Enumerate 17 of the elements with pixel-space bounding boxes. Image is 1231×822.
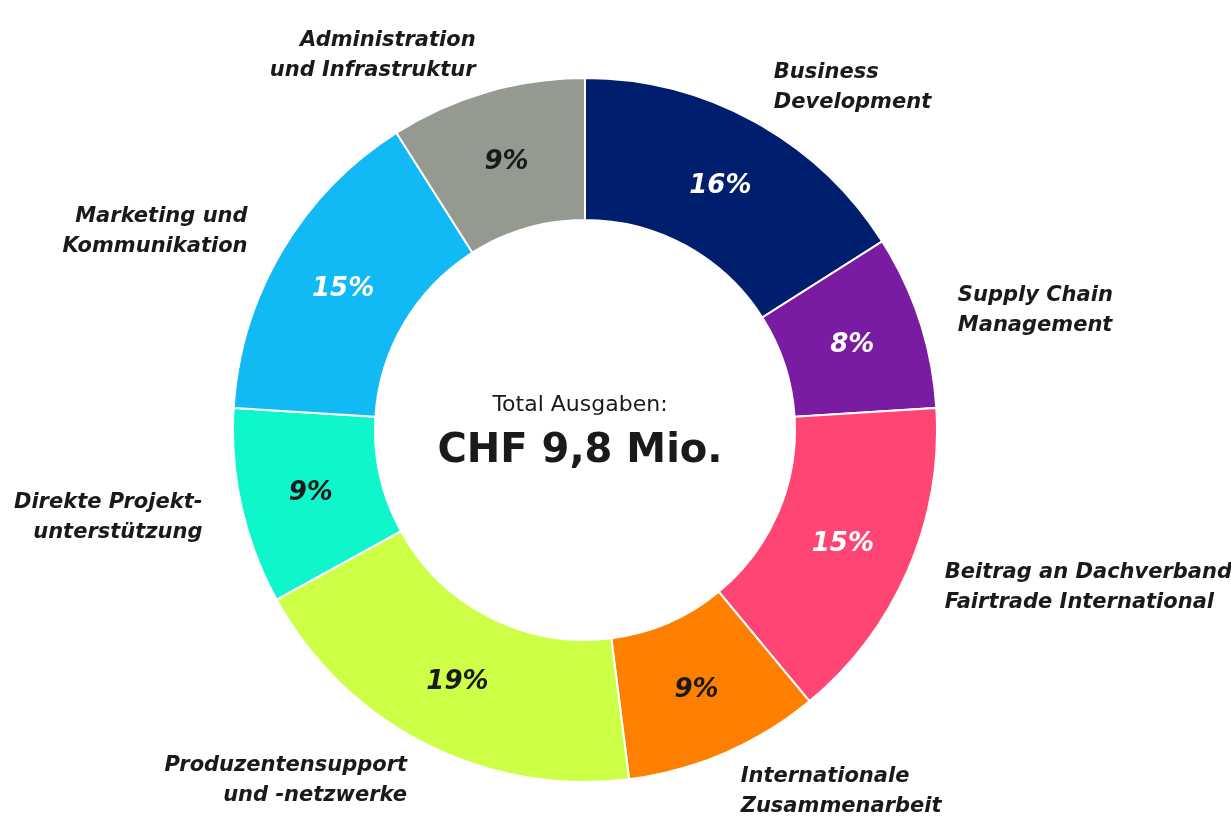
slice-label: Internationale Zusammenarbeit: [739, 762, 943, 817]
text: Total Ausgaben:: [491, 390, 668, 416]
slice-label: Administration und Infrastruktur: [269, 26, 478, 81]
data-label: 15%: [312, 271, 375, 302]
data-label: 19%: [426, 665, 489, 696]
data-label: 8%: [830, 328, 875, 359]
slice-label: Supply Chain Management: [957, 281, 1114, 336]
data-label: 9%: [288, 476, 333, 507]
data-label: 15%: [811, 526, 875, 557]
slice-label: Business Development: [773, 59, 933, 114]
data-label: 9%: [484, 145, 529, 176]
data-label: 16%: [689, 168, 752, 199]
slice-label: Direkte Projekt- unterstützung: [13, 488, 203, 543]
slice-label: Produzentensupport und -netzwerke: [164, 752, 408, 807]
text: CHF 9,8 Mio.: [437, 425, 723, 471]
slice-label: Marketing und Kommunikation: [62, 203, 249, 258]
data-label: 9%: [674, 672, 719, 703]
